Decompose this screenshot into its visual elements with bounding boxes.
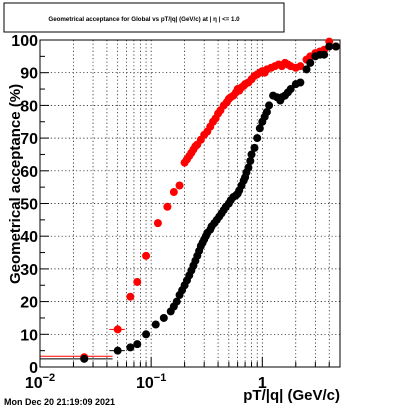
data-point [126, 292, 135, 301]
x-tick-labels: 10−2 10−1 1 [25, 372, 267, 392]
data-point [302, 65, 311, 74]
data-point [247, 150, 256, 159]
chart-title: Geometrical acceptance for Global vs pT/… [48, 16, 240, 23]
timestamp-footer: Mon Dec 20 21:19:09 2021 [4, 397, 115, 407]
data-point [325, 42, 334, 51]
data-point [250, 143, 259, 152]
data-point [331, 42, 340, 51]
y-tick-label: 90 [20, 66, 38, 83]
data-point [80, 354, 89, 363]
data-point [255, 124, 264, 133]
data-point [286, 85, 295, 94]
data-point [151, 320, 160, 329]
grid-lines [40, 40, 340, 367]
data-point [133, 340, 142, 349]
data-point [306, 58, 315, 67]
data-point [265, 101, 274, 110]
title-box [3, 2, 285, 33]
y-tick-label: 80 [20, 98, 38, 115]
data-point [296, 78, 305, 87]
data-point [113, 346, 122, 355]
y-tick-labels: 0 10 20 30 40 50 60 70 80 90 100 [11, 33, 38, 377]
data-point [133, 277, 142, 286]
data-point [244, 163, 253, 172]
data-point [320, 50, 329, 59]
y-tick-label: 30 [20, 262, 38, 279]
y-tick-label: 60 [20, 164, 38, 181]
x-tick-label: 1 [258, 375, 267, 392]
data-point [163, 202, 172, 211]
data-point [253, 134, 262, 143]
data-point [296, 62, 305, 71]
data-point [172, 297, 181, 306]
data-points [40, 37, 340, 363]
y-axis-title: Geometrical acceptance (%) [7, 84, 24, 284]
data-point [142, 251, 151, 260]
data-point [175, 181, 184, 190]
data-point [126, 343, 135, 352]
axis-ticks [39, 39, 341, 368]
data-point [159, 313, 168, 322]
y-tick-label: 0 [29, 360, 38, 377]
y-tick-label: 10 [20, 327, 38, 344]
data-point [169, 188, 178, 197]
x-tick-label: 10−1 [136, 372, 166, 392]
y-tick-label: 70 [20, 131, 38, 148]
x-axis-title: pT/|q| (GeV/c) [243, 387, 340, 404]
x-tick-label: 10−2 [25, 372, 55, 392]
data-point [246, 156, 255, 165]
data-point [153, 219, 162, 228]
y-tick-label: 40 [20, 229, 38, 246]
data-point [142, 330, 151, 339]
y-tick-label: 20 [20, 295, 38, 312]
y-tick-label: 100 [11, 33, 38, 50]
data-point [113, 325, 122, 334]
data-point [262, 107, 271, 116]
y-tick-label: 50 [20, 197, 38, 214]
